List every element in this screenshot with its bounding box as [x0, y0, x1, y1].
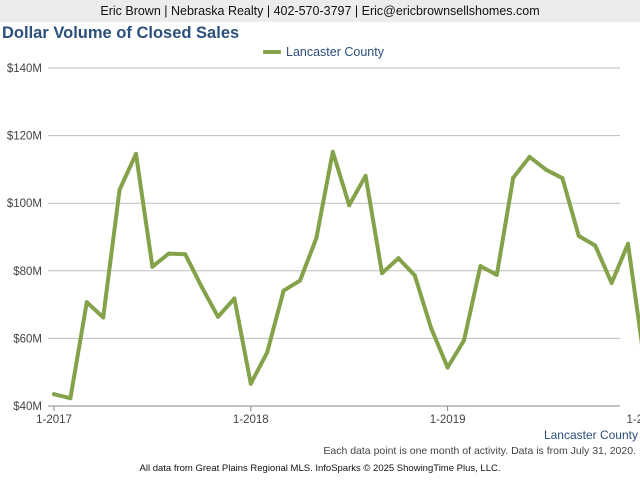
- data-point: [511, 175, 516, 180]
- data-point: [626, 241, 630, 246]
- data-point: [609, 280, 614, 285]
- y-tick-label: $80M: [13, 266, 42, 278]
- region-label: Lancaster County: [543, 428, 638, 442]
- series-line-lancaster-county: [52, 149, 640, 401]
- data-point: [281, 288, 286, 293]
- y-tick-label: $60M: [13, 333, 42, 345]
- source-credit: All data from Great Plains Regional MLS.…: [139, 463, 501, 474]
- y-tick-label: $140M: [7, 63, 42, 75]
- data-point: [216, 314, 220, 319]
- data-point: [117, 187, 122, 192]
- series-layer: [52, 149, 640, 401]
- legend-swatch: [263, 50, 281, 54]
- gridlines: [48, 67, 620, 407]
- x-axis: 1-2017 1-2018 1-2019 1-2020: [36, 406, 640, 426]
- data-point: [544, 167, 548, 172]
- chart-title: Dollar Volume of Closed Sales: [2, 24, 240, 42]
- data-point: [150, 264, 155, 269]
- data-point: [445, 365, 450, 370]
- data-point: [380, 271, 384, 276]
- data-point: [101, 315, 106, 320]
- data-point: [314, 236, 319, 241]
- data-point: [298, 278, 302, 283]
- x-tick-label: 1-2020: [626, 414, 640, 426]
- data-point: [429, 326, 434, 331]
- data-point: [396, 256, 401, 261]
- data-point: [527, 154, 532, 159]
- y-axis-ticks: $40M $60M $80M $100M $120M $140M: [7, 63, 42, 413]
- data-point: [52, 392, 56, 397]
- data-footnote: Each data point is one month of activity…: [323, 445, 636, 457]
- data-point: [232, 296, 237, 301]
- x-tick-label: 1-2017: [36, 414, 72, 426]
- data-point: [166, 251, 171, 256]
- data-point: [183, 252, 188, 257]
- data-point: [462, 338, 466, 343]
- legend-label: Lancaster County: [286, 45, 384, 59]
- data-point: [412, 273, 417, 278]
- data-point: [560, 176, 565, 181]
- contact-header: Eric Brown | Nebraska Realty | 402-570-3…: [0, 0, 640, 22]
- data-point: [248, 381, 253, 386]
- data-point: [494, 272, 499, 277]
- contact-text: Eric Brown | Nebraska Realty | 402-570-3…: [100, 4, 540, 18]
- data-point: [330, 149, 335, 154]
- y-tick-label: $100M: [7, 198, 42, 210]
- y-tick-label: $120M: [7, 131, 42, 143]
- data-point: [84, 300, 89, 305]
- chart-legend: Lancaster County: [263, 45, 384, 59]
- x-tick-label: 1-2018: [233, 414, 269, 426]
- data-point: [593, 243, 598, 248]
- data-point: [265, 350, 270, 355]
- data-point: [347, 203, 352, 208]
- data-point: [576, 233, 581, 238]
- y-tick-label: $40M: [13, 401, 42, 413]
- data-point: [68, 396, 73, 401]
- data-point: [134, 151, 138, 156]
- data-point: [199, 284, 204, 289]
- data-point: [363, 173, 368, 178]
- x-tick-label: 1-2019: [430, 414, 466, 426]
- data-point: [478, 264, 483, 269]
